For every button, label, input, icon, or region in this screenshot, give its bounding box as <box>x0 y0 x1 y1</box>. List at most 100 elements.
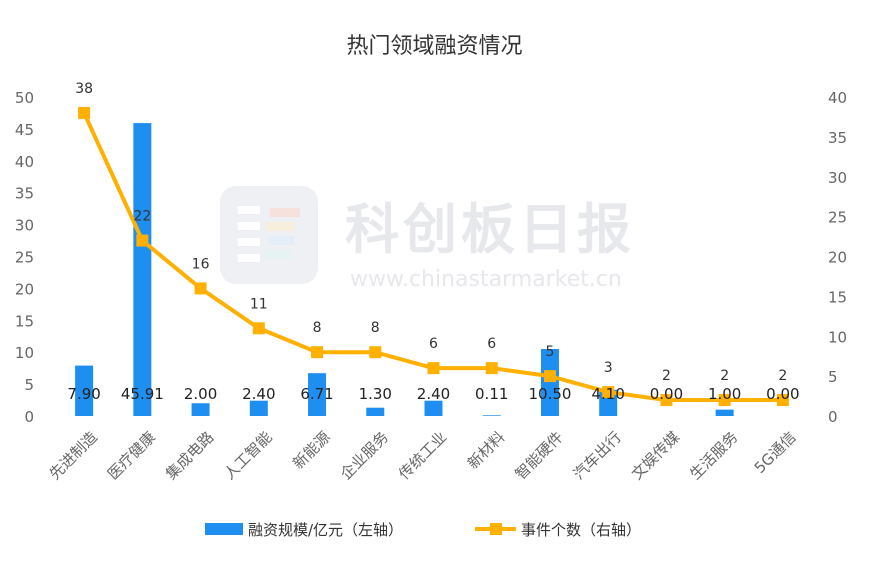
right-axis-tick-label: 30 <box>828 169 847 187</box>
category-tick-label: 新材料 <box>464 428 509 473</box>
left-axis-tick-label: 50 <box>15 89 34 107</box>
bar-data-label: 4.10 <box>591 385 624 403</box>
right-axis-tick-label: 35 <box>828 129 847 147</box>
watermark: 科创板日报 www.chinastarmarket.cn <box>220 186 635 292</box>
line-data-label: 2 <box>720 368 729 384</box>
line-data-label: 8 <box>313 320 322 336</box>
category-tick-label: 医疗健康 <box>104 428 159 483</box>
category-tick-label: 文娱传媒 <box>628 428 683 483</box>
legend-line-label: 事件个数（右轴） <box>521 521 641 539</box>
bar <box>715 409 734 416</box>
right-axis-tick-label: 15 <box>828 288 847 306</box>
right-axis-tick-label: 5 <box>828 368 838 386</box>
bar <box>75 365 94 416</box>
right-axis: 0 5 10 15 20 25 30 35 40 <box>828 89 847 426</box>
line-point <box>602 386 615 399</box>
bar <box>482 415 501 416</box>
left-axis-tick-label: 25 <box>15 249 34 267</box>
bar <box>191 403 210 416</box>
category-tick-label: 企业服务 <box>337 428 392 483</box>
bar-series <box>75 123 734 416</box>
bar-data-label: 2.00 <box>184 385 217 403</box>
category-tick-label: 先进制造 <box>46 428 101 483</box>
line-data-label: 16 <box>192 256 210 272</box>
left-axis-tick-label: 45 <box>15 121 34 139</box>
watermark-url: www.chinastarmarket.cn <box>350 267 622 292</box>
right-axis-tick-label: 10 <box>828 328 847 346</box>
bar <box>424 400 443 416</box>
line-data-label: 11 <box>250 296 268 312</box>
left-axis-tick-label: 10 <box>15 344 34 362</box>
bar <box>133 123 152 416</box>
line-point <box>252 322 265 335</box>
category-tick-label: 人工智能 <box>220 428 275 483</box>
left-axis-tick-label: 15 <box>15 312 34 330</box>
line-point <box>543 370 556 383</box>
right-axis-tick-label: 25 <box>828 209 847 227</box>
line-data-label: 6 <box>429 336 438 352</box>
bar-data-label: 2.40 <box>242 385 275 403</box>
line-data-label: 2 <box>662 368 671 384</box>
bar-data-label: 7.90 <box>67 385 100 403</box>
bar <box>249 400 268 416</box>
category-tick-label: 汽车出行 <box>570 428 625 483</box>
watermark-logo-icon <box>220 186 318 284</box>
category-tick-label: 生活服务 <box>686 428 741 483</box>
line-point <box>194 282 207 295</box>
line-data-label: 2 <box>778 368 787 384</box>
left-axis-tick-label: 0 <box>24 408 34 426</box>
legend-line-marker <box>490 523 502 535</box>
bar <box>366 407 385 416</box>
left-axis-tick-label: 5 <box>24 376 34 394</box>
left-axis: 0 5 10 15 20 25 30 35 40 45 50 <box>15 89 34 426</box>
legend: 融资规模/亿元（左轴） 事件个数（右轴） <box>205 521 641 539</box>
bar-data-label: 1.30 <box>359 385 392 403</box>
line-point <box>311 346 324 359</box>
bar-data-label: 45.91 <box>121 385 164 403</box>
line-series <box>78 106 789 407</box>
line-point <box>78 106 91 119</box>
category-tick-label: 集成电路 <box>162 428 217 483</box>
bar-data-label: 0.11 <box>475 385 508 403</box>
bar-data-label: 1.00 <box>708 385 741 403</box>
legend-bar-label: 融资规模/亿元（左轴） <box>248 521 403 539</box>
bar-data-label: 0.00 <box>766 385 799 403</box>
line-point <box>485 362 498 375</box>
watermark-brand: 科创板日报 <box>345 198 635 261</box>
line-data-label: 38 <box>75 81 93 97</box>
bar-data-label: 6.71 <box>300 385 333 403</box>
left-axis-tick-label: 35 <box>15 185 34 203</box>
line-point <box>136 234 149 247</box>
line-data-label: 8 <box>371 320 380 336</box>
line-data-label: 5 <box>546 344 555 360</box>
chart-title: 热门领域融资情况 <box>346 34 522 59</box>
line-data-label: 22 <box>133 209 151 225</box>
left-axis-tick-label: 30 <box>15 217 34 235</box>
category-tick-label: 5G通信 <box>751 428 800 477</box>
left-axis-tick-label: 40 <box>15 153 34 171</box>
right-axis-tick-label: 40 <box>828 89 847 107</box>
left-axis-tick-label: 20 <box>15 280 34 298</box>
line-point <box>776 394 789 407</box>
bar <box>540 349 559 416</box>
bar-data-label: 0.00 <box>650 385 683 403</box>
line-point <box>718 394 731 407</box>
line-data-label: 3 <box>604 360 613 376</box>
legend-bar-swatch <box>205 523 243 535</box>
category-tick-label: 智能硬件 <box>512 428 567 483</box>
line-point <box>369 346 382 359</box>
bar <box>308 373 327 416</box>
line-point <box>660 394 673 407</box>
line-point <box>427 362 440 375</box>
bar-data-labels: 7.90 45.91 2.00 2.40 6.71 1.30 2.40 0.11 10.50 4.… <box>67 385 799 403</box>
right-axis-tick-label: 0 <box>828 408 838 426</box>
category-tick-label: 传统工业 <box>395 428 450 483</box>
category-axis: 先进制造 医疗健康 集成电路 人工智能 新能源 企业服务 传统工业 新材料 智能硬件 汽车出行 文娱… <box>46 428 800 483</box>
line-data-label: 6 <box>487 336 496 352</box>
bar-data-label: 10.50 <box>528 385 571 403</box>
right-axis-tick-label: 20 <box>828 249 847 267</box>
bar-data-label: 2.40 <box>417 385 450 403</box>
category-tick-label: 新能源 <box>289 428 334 473</box>
